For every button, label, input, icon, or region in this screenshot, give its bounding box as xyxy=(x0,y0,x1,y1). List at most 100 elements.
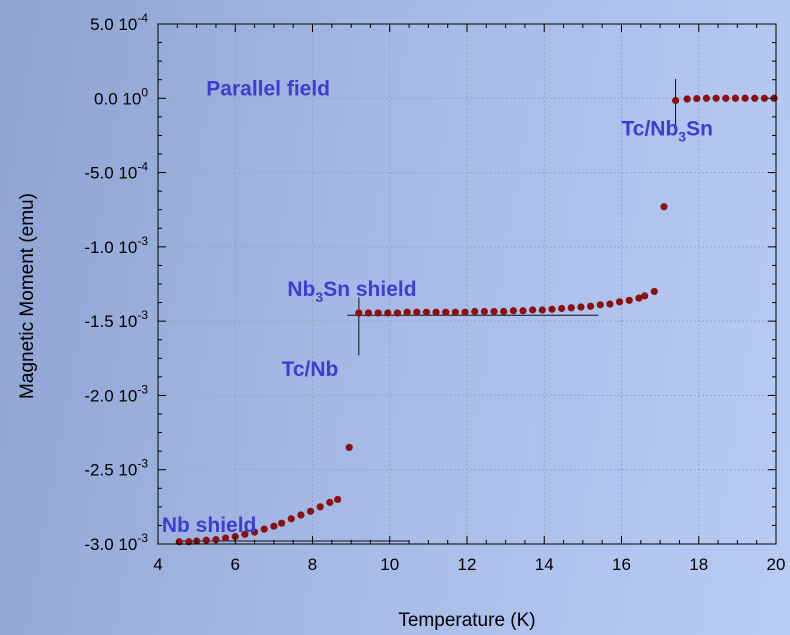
annotation-tc-nb3sn: Tc/Nb3Sn xyxy=(622,117,713,144)
y-tick-label: -3.0 10-3 xyxy=(84,531,148,554)
y-tick-mantissa: 0.0 10 xyxy=(94,89,141,108)
data-point xyxy=(558,304,566,313)
y-tick-label: -2.5 10-3 xyxy=(84,457,148,480)
data-point xyxy=(364,309,373,317)
data-point xyxy=(316,503,324,511)
data-point xyxy=(212,535,220,544)
y-tick-exponent: -4 xyxy=(137,160,148,174)
y-tick-mantissa: 5.0 10 xyxy=(90,15,137,34)
y-tick-exponent: 0 xyxy=(141,85,148,99)
data-point xyxy=(751,94,759,102)
x-tick-labels: 4 6 8 10 12 14 16 18 20 xyxy=(153,555,785,574)
y-tick-label: -2.0 10-3 xyxy=(84,382,148,405)
x-tick-label: 18 xyxy=(689,555,708,574)
data-point xyxy=(374,309,382,317)
y-tick-mantissa: -3.0 10 xyxy=(84,535,137,554)
y-tick-exponent: -3 xyxy=(137,234,148,248)
data-point xyxy=(432,308,440,316)
annotation-parallel-field: Parallel field xyxy=(206,77,330,100)
annotation-nb3sn-shield-subscript: 3 xyxy=(315,289,323,305)
data-point xyxy=(270,522,278,530)
x-tick-label: 8 xyxy=(308,555,317,574)
annotation-nb3sn-shield-part-b: Sn shield xyxy=(323,278,416,301)
y-tick-exponent: -3 xyxy=(137,382,148,396)
data-point xyxy=(615,298,624,306)
y-tick-mantissa: -1.0 10 xyxy=(84,238,137,257)
y-axis-title: Magnetic Moment (emu) xyxy=(17,193,38,399)
y-tick-mantissa: -5.0 10 xyxy=(84,164,137,183)
y-tick-mantissa: -1.5 10 xyxy=(84,312,137,331)
x-tick-label: 20 xyxy=(767,555,786,574)
data-point xyxy=(355,309,363,317)
data-point xyxy=(731,94,740,102)
data-point xyxy=(471,307,479,316)
annotation-tc-nb: Tc/Nb xyxy=(282,358,339,381)
data-point xyxy=(606,300,614,308)
data-point xyxy=(442,308,450,316)
data-point xyxy=(334,495,342,504)
data-point xyxy=(490,307,498,316)
data-point xyxy=(480,307,488,316)
x-axis-title: Temperature (K) xyxy=(398,610,535,631)
annotation-tc-nb3sn-part-b: Sn xyxy=(686,117,713,140)
annotation-nb3sn-shield: Nb3Sn shield xyxy=(287,278,416,305)
data-point xyxy=(712,94,720,102)
gridlines xyxy=(158,24,776,544)
data-point xyxy=(641,292,649,300)
data-point xyxy=(671,96,680,105)
data-point xyxy=(702,94,711,102)
data-point xyxy=(202,536,210,544)
data-point xyxy=(241,530,249,538)
data-point xyxy=(660,203,668,211)
data-point xyxy=(596,301,604,309)
data-point xyxy=(345,443,353,452)
data-point xyxy=(529,306,537,314)
data-point xyxy=(741,94,749,102)
data-point xyxy=(393,309,402,317)
annotation-nb3sn-shield-part-a: Nb xyxy=(287,278,315,301)
data-point xyxy=(693,94,701,103)
data-point xyxy=(760,94,769,102)
data-point xyxy=(509,307,517,315)
data-point xyxy=(683,95,691,103)
x-tick-label: 4 xyxy=(153,555,162,574)
data-point xyxy=(250,528,259,536)
y-tick-exponent: -3 xyxy=(137,531,148,545)
data-points xyxy=(175,94,778,546)
data-point xyxy=(326,498,334,506)
data-point xyxy=(587,302,595,310)
data-point xyxy=(306,507,315,515)
data-point xyxy=(500,307,508,316)
y-tick-label: -1.0 10-3 xyxy=(84,234,148,257)
data-point xyxy=(297,511,305,519)
data-point xyxy=(413,308,421,316)
annotation-tc-nb3sn-part-a: Tc/Nb xyxy=(622,117,679,140)
x-tick-label: 16 xyxy=(612,555,631,574)
data-point xyxy=(287,515,295,523)
data-point xyxy=(384,309,392,317)
y-tick-mantissa: -2.5 10 xyxy=(84,461,137,480)
y-tick-labels: 5.0 10-40.0 100-5.0 10-4-1.0 10-3-1.5 10… xyxy=(84,11,148,554)
data-point xyxy=(451,308,460,316)
data-point xyxy=(650,287,658,296)
data-point xyxy=(403,308,411,316)
x-tick-label: 12 xyxy=(458,555,477,574)
y-tick-exponent: -3 xyxy=(137,308,148,322)
data-point xyxy=(538,306,546,314)
data-point xyxy=(625,296,633,304)
x-tick-label: 10 xyxy=(380,555,399,574)
data-point xyxy=(260,525,268,533)
x-tick-label: 6 xyxy=(231,555,240,574)
y-tick-label: 0.0 100 xyxy=(94,85,148,108)
data-point xyxy=(548,305,556,313)
data-point xyxy=(722,94,730,102)
data-point xyxy=(567,304,575,312)
data-point xyxy=(519,307,527,315)
data-point xyxy=(635,294,643,302)
y-tick-exponent: -3 xyxy=(137,457,148,471)
x-tick-label: 14 xyxy=(535,555,554,574)
data-point xyxy=(278,519,286,527)
axis-ticks xyxy=(157,23,777,545)
y-tick-exponent: -4 xyxy=(137,11,148,25)
